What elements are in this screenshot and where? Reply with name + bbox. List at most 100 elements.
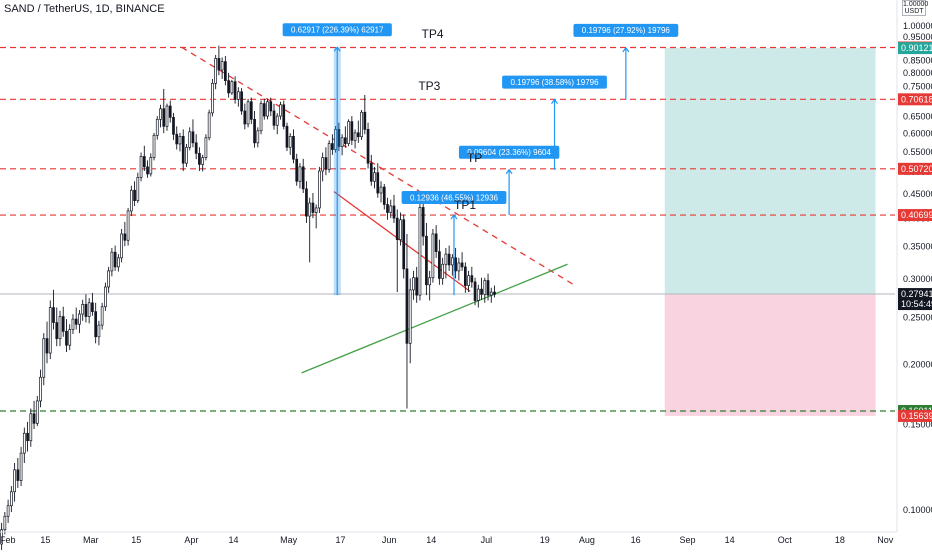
candle-body[interactable] (58, 316, 62, 339)
candle-body[interactable] (0, 529, 3, 545)
candle-body[interactable] (29, 413, 33, 442)
candle-body[interactable] (340, 137, 344, 147)
candle-body[interactable] (392, 205, 396, 219)
candle-body[interactable] (149, 157, 153, 175)
current-price-tag[interactable]: 0.27941 (901, 289, 932, 299)
candle-body[interactable] (327, 143, 331, 170)
candle-body[interactable] (204, 137, 208, 158)
candle-body[interactable] (321, 157, 325, 172)
trendline-wedge-upper[interactable] (333, 191, 471, 292)
candle-body[interactable] (493, 291, 496, 295)
candle-body[interactable] (217, 58, 221, 71)
candle-body[interactable] (463, 266, 467, 286)
candle-body[interactable] (279, 104, 282, 117)
candle-body[interactable] (55, 322, 59, 339)
candle-body[interactable] (185, 146, 188, 164)
candle-body[interactable] (6, 505, 10, 517)
stop-zone[interactable] (664, 294, 876, 416)
candle-body[interactable] (282, 104, 286, 127)
currency-box[interactable]: 1.00000 USDT (902, 0, 928, 16)
candle-body[interactable] (123, 233, 127, 241)
candle-body[interactable] (39, 376, 42, 402)
candle-body[interactable] (308, 202, 312, 217)
candle-body[interactable] (110, 251, 114, 272)
candle-body[interactable] (369, 162, 373, 182)
candle-body[interactable] (240, 91, 243, 112)
candle-body[interactable] (214, 58, 217, 84)
candle-body[interactable] (395, 217, 399, 241)
candle-body[interactable] (386, 204, 389, 213)
trendline-wedge-lower[interactable] (301, 263, 568, 374)
candle-body[interactable] (246, 101, 250, 125)
candle-body[interactable] (172, 117, 175, 135)
candle-body[interactable] (224, 61, 227, 81)
price-tag[interactable]: 0.15639 (901, 411, 932, 421)
tp-label[interactable]: TP (467, 151, 482, 165)
candle-body[interactable] (236, 91, 240, 100)
candle-body[interactable] (275, 115, 279, 126)
candle-body[interactable] (415, 277, 419, 296)
candle-body[interactable] (48, 307, 52, 354)
measure-label-box[interactable] (458, 145, 560, 159)
candle-body[interactable] (408, 289, 412, 344)
candle-body[interactable] (425, 235, 428, 286)
candle-body[interactable] (444, 253, 448, 265)
candle-body[interactable] (262, 103, 266, 117)
candle-body[interactable] (389, 205, 393, 213)
candle-body[interactable] (175, 133, 179, 145)
candle-body[interactable] (178, 136, 182, 145)
candle-body[interactable] (3, 515, 7, 531)
measure-label-box[interactable] (282, 23, 392, 37)
candle-body[interactable] (353, 132, 357, 141)
candle-body[interactable] (9, 491, 13, 507)
candle-body[interactable] (324, 157, 328, 170)
candle-body[interactable] (428, 277, 432, 286)
candle-body[interactable] (191, 131, 195, 144)
candle-body[interactable] (165, 105, 169, 127)
candle-body[interactable] (363, 111, 367, 130)
candle-body[interactable] (117, 257, 120, 268)
candle-body[interactable] (94, 311, 98, 338)
candle-body[interactable] (104, 286, 107, 308)
level-price-tag[interactable]: 0.40699 (901, 210, 932, 220)
candle-body[interactable] (483, 280, 487, 295)
candle-body[interactable] (314, 207, 318, 213)
candle-body[interactable] (402, 219, 406, 270)
candle-body[interactable] (146, 166, 149, 175)
candle-body[interactable] (220, 61, 224, 71)
candle-body[interactable] (301, 166, 305, 190)
candle-body[interactable] (288, 136, 292, 148)
candle-body[interactable] (136, 177, 140, 201)
level-price-tag[interactable]: 0.70618 (901, 94, 932, 104)
candle-body[interactable] (360, 111, 363, 138)
candle-body[interactable] (454, 257, 457, 272)
candle-body[interactable] (356, 132, 360, 138)
candle-body[interactable] (13, 469, 16, 493)
candle-body[interactable] (198, 152, 201, 165)
candle-body[interactable] (113, 251, 117, 268)
candle-body[interactable] (84, 304, 88, 317)
candle-body[interactable] (253, 118, 256, 144)
candle-body[interactable] (42, 338, 46, 378)
candle-body[interactable] (272, 110, 276, 126)
candle-body[interactable] (434, 233, 438, 252)
price-tag[interactable]: 0.90121 (901, 43, 932, 53)
candle-body[interactable] (366, 129, 370, 164)
candle-body[interactable] (460, 262, 464, 268)
candle-body[interactable] (347, 121, 350, 144)
candle-body[interactable] (331, 143, 334, 150)
candle-body[interactable] (441, 263, 444, 279)
candle-body[interactable] (168, 105, 172, 118)
candle-body[interactable] (480, 288, 483, 295)
candle-body[interactable] (305, 188, 308, 217)
candle-body[interactable] (139, 156, 143, 178)
candle-body[interactable] (81, 304, 85, 315)
candle-body[interactable] (211, 82, 214, 114)
candle-body[interactable] (399, 219, 402, 241)
candle-body[interactable] (334, 129, 337, 150)
candle-body[interactable] (19, 452, 23, 481)
candle-body[interactable] (100, 306, 104, 326)
candle-body[interactable] (473, 281, 477, 301)
candle-body[interactable] (78, 313, 81, 325)
